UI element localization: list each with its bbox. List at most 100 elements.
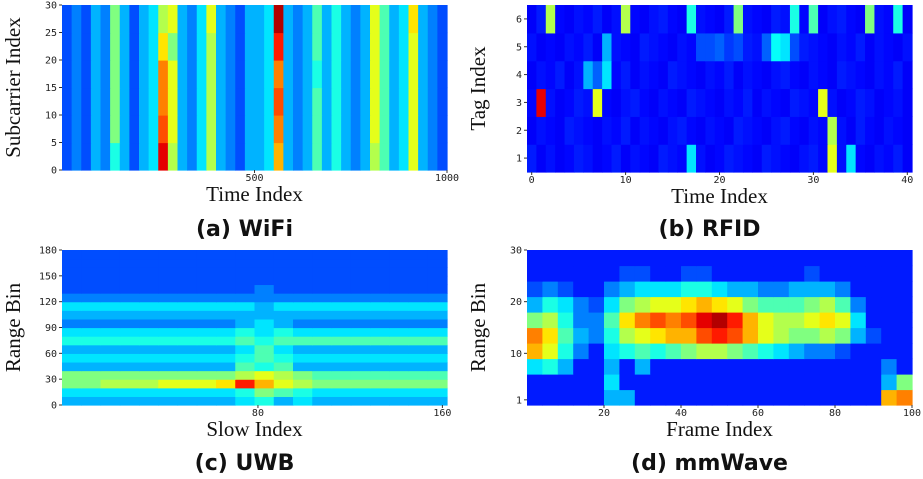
heat-cell bbox=[881, 389, 898, 406]
heat-cell bbox=[177, 396, 198, 406]
heat-cell bbox=[167, 87, 179, 116]
heat-cell bbox=[789, 60, 800, 90]
heat-cell bbox=[370, 250, 390, 260]
heat-cell bbox=[742, 389, 759, 406]
heat-cell bbox=[773, 374, 790, 391]
heat-cell bbox=[177, 327, 198, 337]
heat-cell bbox=[302, 115, 313, 144]
heat-cell bbox=[148, 115, 159, 144]
heat-cell bbox=[62, 318, 82, 329]
heat-cell bbox=[119, 87, 130, 116]
heat-cell bbox=[681, 250, 697, 267]
heat-cell bbox=[273, 250, 294, 260]
heat-cell bbox=[408, 301, 429, 311]
heat-cell bbox=[81, 336, 102, 346]
heat-cell bbox=[196, 5, 207, 34]
heat-cell bbox=[312, 336, 333, 346]
heat-cell bbox=[158, 387, 179, 397]
heat-cell bbox=[177, 284, 198, 294]
heat-cell bbox=[216, 353, 236, 363]
heat-cell bbox=[408, 115, 419, 144]
heat-cell bbox=[62, 258, 82, 268]
heat-cell bbox=[527, 116, 537, 145]
heat-cell bbox=[177, 87, 188, 116]
heat-cell bbox=[427, 301, 448, 311]
heat-cell bbox=[634, 250, 651, 267]
heat-cell bbox=[604, 265, 620, 282]
heat-cell bbox=[780, 116, 791, 145]
heat-cell bbox=[81, 250, 102, 260]
y-tick-label: 20 bbox=[510, 297, 522, 308]
heat-cell bbox=[244, 115, 256, 144]
heat-cell bbox=[819, 327, 836, 344]
heat-cell bbox=[254, 336, 275, 346]
heat-cell bbox=[321, 115, 333, 144]
heat-cell bbox=[81, 396, 102, 406]
heat-cell bbox=[649, 5, 660, 34]
heat-cell bbox=[588, 343, 605, 360]
heat-cell bbox=[788, 389, 805, 406]
heat-cell bbox=[350, 310, 371, 320]
heat-cell bbox=[119, 370, 140, 380]
heat-cell bbox=[881, 343, 898, 360]
heat-cell bbox=[81, 275, 102, 286]
heat-cell bbox=[542, 343, 559, 360]
heat-cell bbox=[677, 88, 688, 117]
heat-cell bbox=[62, 344, 82, 354]
heat-cell bbox=[264, 32, 275, 61]
heat-cell bbox=[273, 258, 294, 268]
heat-cell bbox=[331, 344, 352, 354]
heat-cell bbox=[389, 293, 410, 303]
heat-cell bbox=[216, 32, 227, 61]
heat-cell bbox=[536, 144, 547, 173]
heat-cell bbox=[139, 275, 159, 286]
heat-cell bbox=[714, 144, 725, 173]
heat-cell bbox=[167, 5, 179, 34]
heat-cell bbox=[649, 88, 660, 117]
heat-cell bbox=[100, 396, 121, 406]
heat-cell bbox=[235, 370, 256, 380]
x-tick-label: 30 bbox=[807, 175, 819, 186]
heat-cell bbox=[619, 389, 636, 406]
heat-cell bbox=[573, 265, 590, 282]
heat-cell bbox=[312, 344, 333, 354]
heat-cell bbox=[100, 115, 111, 144]
heat-cell bbox=[235, 250, 256, 260]
heat-cell bbox=[350, 370, 371, 380]
heat-cell bbox=[588, 327, 605, 344]
heat-cell bbox=[773, 343, 790, 360]
heat-cell bbox=[273, 275, 294, 286]
heat-cell bbox=[527, 389, 543, 406]
heat-cell bbox=[527, 60, 537, 90]
heat-cell bbox=[196, 275, 217, 286]
heat-cell bbox=[283, 5, 294, 34]
heat-cell bbox=[350, 361, 371, 372]
heat-cell bbox=[139, 344, 159, 354]
heat-cell bbox=[139, 32, 150, 61]
heat-cell bbox=[881, 265, 898, 282]
heat-cell bbox=[542, 296, 559, 313]
heat-cell bbox=[264, 5, 275, 34]
heat-cell bbox=[398, 60, 410, 89]
heat-cell bbox=[588, 312, 605, 329]
caption: (a) WiFi bbox=[196, 217, 293, 242]
heat-cell bbox=[724, 32, 735, 62]
heat-cell bbox=[293, 310, 313, 320]
heat-cell bbox=[758, 250, 774, 267]
heat-cell bbox=[604, 296, 620, 313]
heat-cell bbox=[273, 327, 294, 337]
heat-cell bbox=[235, 344, 256, 354]
heat-cell bbox=[273, 60, 284, 89]
heat-cell bbox=[681, 312, 697, 329]
heat-cell bbox=[427, 361, 448, 372]
heat-cell bbox=[177, 5, 188, 34]
heat-cell bbox=[235, 336, 256, 346]
heat-cell bbox=[187, 5, 198, 34]
heat-cell bbox=[81, 301, 102, 311]
heat-cell bbox=[799, 144, 810, 173]
heat-cell bbox=[427, 115, 438, 144]
heat-cell bbox=[836, 5, 847, 34]
heat-cell bbox=[681, 265, 697, 282]
heat-cell bbox=[788, 296, 805, 313]
x-tick-label: 100 bbox=[903, 408, 921, 419]
